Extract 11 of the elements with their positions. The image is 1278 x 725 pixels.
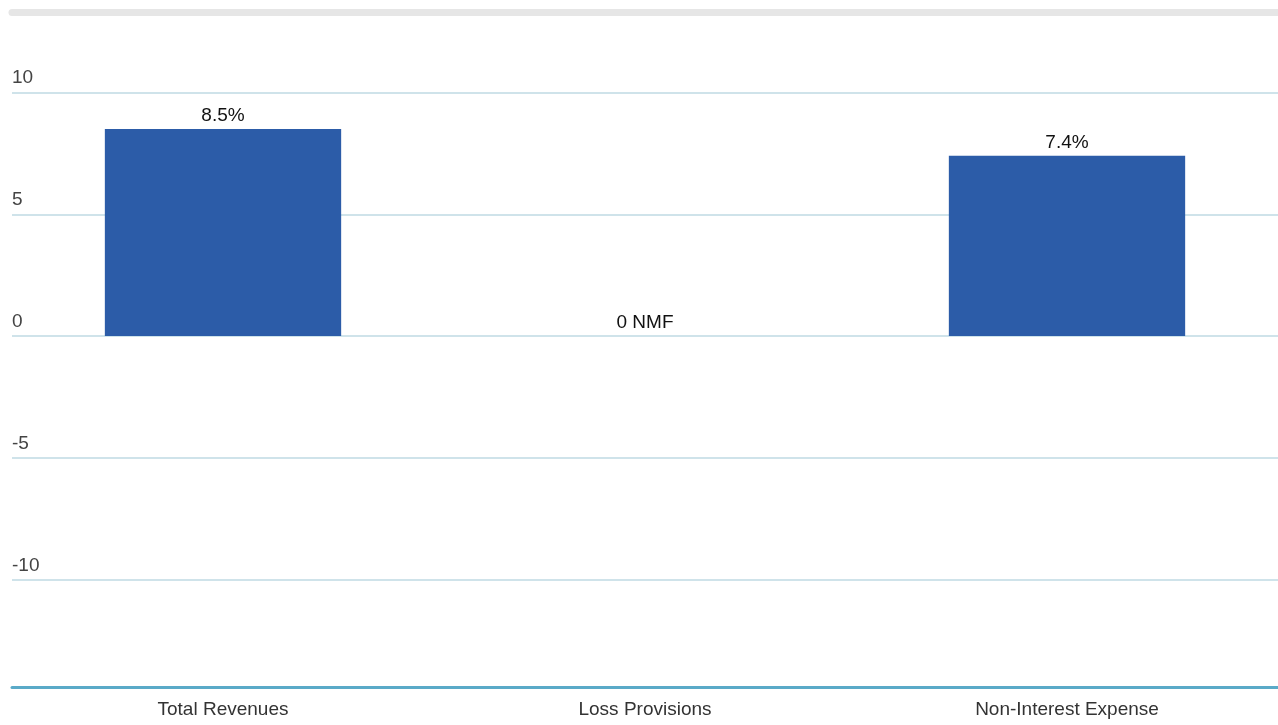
y-tick-label: -10 (12, 553, 40, 575)
data-label: 0 NMF (616, 311, 674, 333)
data-label: 7.4% (1045, 130, 1089, 152)
data-label: 8.5% (201, 103, 245, 125)
x-tick-label: Non-Interest Expense (975, 698, 1159, 719)
y-tick-label: -5 (12, 431, 29, 453)
y-tick-label: 10 (12, 66, 34, 88)
y-tick-label: 5 (12, 188, 23, 210)
y-tick-label: 0 (12, 310, 23, 332)
x-tick-label: Total Revenues (157, 698, 289, 719)
x-tick-label: Loss Provisions (578, 698, 712, 719)
